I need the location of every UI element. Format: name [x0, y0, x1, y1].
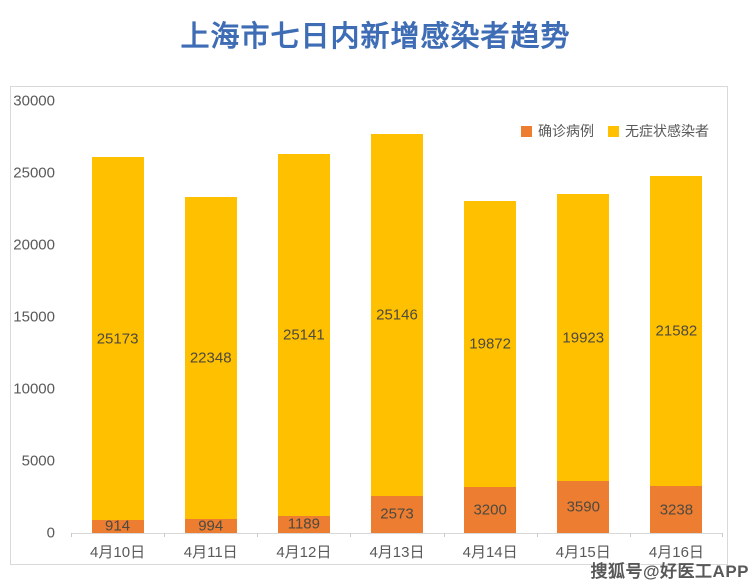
x-axis-tick: [443, 533, 445, 537]
asymptomatic-data-label: 21582: [655, 322, 698, 340]
y-axis-label: 0: [46, 524, 55, 542]
y-axis-label: 5000: [21, 452, 55, 470]
bar-stack: 25173 914: [91, 157, 144, 535]
y-axis-label: 25000: [13, 164, 55, 182]
x-axis-label: 4月16日: [648, 544, 704, 561]
y-axis-label: 20000: [13, 236, 55, 254]
bar-slot: 25146 2573: [350, 101, 443, 533]
legend-label: 确诊病例: [538, 123, 594, 139]
x-axis-tick: [164, 533, 166, 537]
asymptomatic-data-label: 19923: [562, 329, 605, 347]
x-axis-label: 4月13日: [369, 544, 425, 561]
x-axis-tick: [629, 533, 631, 537]
x-axis-label: 4月11日: [183, 544, 238, 561]
legend-swatch-icon: [608, 125, 619, 137]
watermark: 搜狐号@好医工APP: [590, 562, 749, 581]
legend-item: 确诊病例: [521, 121, 594, 141]
bar-asymptomatic-segment: 22348: [184, 196, 237, 519]
y-axis-label: 15000: [13, 308, 55, 326]
legend-swatch-icon: [521, 125, 532, 137]
plot-area: 0 5000 10000 15000 20000 25000 30000 25173 914 4月…: [13, 93, 723, 561]
chart-container: 确诊病例 无症状感染者 0 5000 10000 15000 20000 25000 3000…: [10, 86, 728, 565]
bar-confirmed-segment: 3200: [464, 486, 517, 533]
bar-slot: 25141 1189: [257, 101, 350, 533]
legend: 确诊病例 无症状感染者: [521, 121, 709, 141]
asymptomatic-data-label: 22348: [189, 349, 232, 367]
legend-label: 无症状感染者: [625, 123, 709, 139]
asymptomatic-data-label: 25173: [96, 330, 139, 348]
asymptomatic-data-label: 25146: [376, 306, 418, 324]
x-axis-label: 4月12日: [276, 544, 332, 561]
y-axis-label: 10000: [13, 380, 55, 398]
asymptomatic-data-label: 25141: [282, 326, 325, 344]
x-axis-line: [71, 533, 723, 534]
confirmed-data-label: 3238: [659, 501, 694, 519]
bar-stack: 22348 994: [184, 196, 237, 535]
asymptomatic-data-label: 19872: [469, 335, 511, 353]
bar-confirmed-segment: 1189: [277, 515, 330, 533]
bar-confirmed-segment: 3590: [557, 481, 610, 533]
bar-confirmed-segment: 2573: [370, 495, 423, 533]
bar-confirmed-segment: 994: [184, 517, 237, 535]
bar-asymptomatic-segment: 19872: [464, 200, 517, 487]
x-axis-tick: [536, 533, 538, 537]
chart-title: 上海市七日内新增感染者趋势: [180, 21, 571, 53]
bar-stack: 25141 1189: [277, 153, 330, 533]
x-axis-tick: [257, 533, 259, 537]
bar-slot: 19872 3200: [444, 101, 537, 533]
bar-asymptomatic-segment: 19923: [557, 194, 610, 482]
bar-asymptomatic-segment: 25141: [277, 153, 330, 516]
confirmed-data-label: 914: [105, 517, 131, 535]
x-axis-label: 4月15日: [555, 544, 611, 561]
confirmed-data-label: 994: [198, 517, 224, 535]
bar-slot: 25173 914: [71, 101, 164, 535]
confirmed-data-label: 2573: [380, 505, 414, 523]
bar-asymptomatic-segment: 21582: [650, 175, 703, 487]
x-axis-tick: [71, 533, 72, 537]
bar-confirmed-segment: 3238: [650, 486, 703, 533]
x-axis-tick: [722, 533, 723, 537]
legend-item: 无症状感染者: [608, 121, 709, 141]
confirmed-data-label: 1189: [287, 515, 320, 533]
bar-confirmed-segment: 914: [91, 517, 144, 535]
bar-slot: 21582 3238: [630, 101, 723, 533]
bar-stack: 21582 3238: [650, 175, 703, 533]
x-axis-tick: [350, 533, 352, 537]
confirmed-data-label: 3200: [473, 501, 507, 519]
bar-asymptomatic-segment: 25146: [370, 133, 423, 496]
bar-stack: 25146 2573: [370, 133, 423, 533]
bar-slot: 22348 994: [164, 101, 257, 533]
confirmed-data-label: 3590: [566, 498, 600, 516]
bar-stack: 19872 3200: [464, 200, 517, 533]
x-axis-label: 4月10日: [90, 544, 146, 561]
bar-asymptomatic-segment: 25173: [91, 157, 144, 520]
y-axis-label: 30000: [13, 92, 55, 110]
bar-stack: 19923 3590: [557, 194, 610, 533]
bar-slot: 19923 3590: [537, 101, 630, 533]
x-axis-label: 4月14日: [462, 544, 518, 561]
